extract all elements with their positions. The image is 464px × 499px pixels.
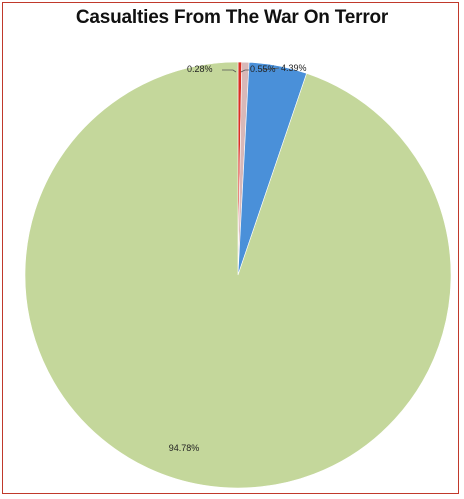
- pie-label-leaders: [222, 67, 280, 73]
- pie-slice-4: [24, 61, 452, 489]
- pie-slices: [24, 61, 452, 489]
- pie-data-labels: 0.28% 0.55% 4.39% 94.78%: [169, 63, 307, 453]
- pie-leader-line-2: [240, 69, 249, 73]
- pie-data-label-4: 94.78%: [169, 443, 200, 453]
- pie-data-label-2: 0.55%: [250, 64, 276, 74]
- pie-leader-line-1: [222, 69, 237, 73]
- pie-leader-line-3: [261, 67, 280, 71]
- chart-frame: [2, 2, 459, 494]
- pie-data-label-1: 0.28%: [187, 64, 213, 74]
- pie-data-label-3: 4.39%: [281, 63, 307, 73]
- chart-title: Casualties From The War On Terror: [75, 7, 389, 28]
